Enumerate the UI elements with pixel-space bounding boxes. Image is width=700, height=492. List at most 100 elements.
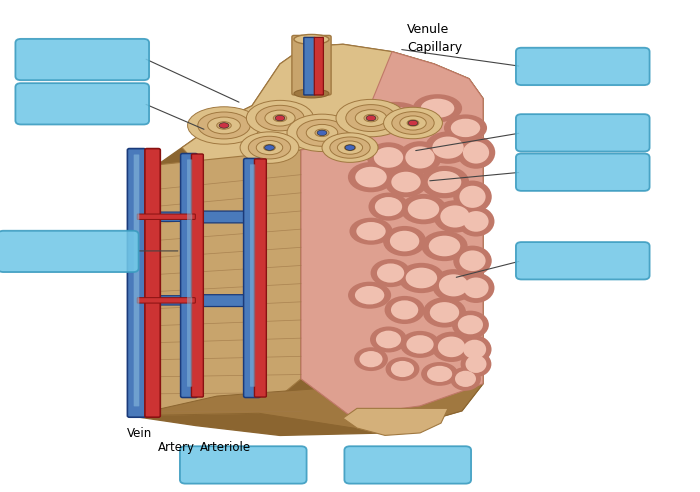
Ellipse shape (432, 269, 475, 302)
Ellipse shape (384, 296, 425, 324)
FancyBboxPatch shape (516, 48, 650, 85)
FancyBboxPatch shape (304, 37, 315, 95)
Ellipse shape (198, 112, 250, 139)
FancyBboxPatch shape (15, 39, 149, 80)
FancyBboxPatch shape (181, 154, 197, 398)
Ellipse shape (356, 222, 386, 241)
Ellipse shape (384, 107, 442, 139)
Text: Capillary: Capillary (407, 41, 463, 54)
FancyBboxPatch shape (516, 114, 650, 152)
Ellipse shape (364, 114, 378, 122)
Ellipse shape (370, 259, 411, 287)
Ellipse shape (346, 105, 396, 131)
Ellipse shape (355, 167, 386, 187)
Ellipse shape (348, 281, 391, 309)
Text: Arteriole: Arteriole (199, 441, 251, 454)
Ellipse shape (398, 141, 442, 174)
Ellipse shape (463, 277, 489, 298)
Ellipse shape (265, 110, 295, 126)
FancyBboxPatch shape (244, 158, 260, 398)
Ellipse shape (454, 181, 492, 213)
Ellipse shape (407, 199, 440, 219)
Ellipse shape (392, 112, 434, 134)
Ellipse shape (265, 145, 274, 151)
Ellipse shape (383, 226, 426, 256)
Ellipse shape (440, 205, 470, 227)
Ellipse shape (391, 300, 418, 320)
FancyBboxPatch shape (180, 446, 307, 484)
Ellipse shape (374, 147, 403, 168)
FancyBboxPatch shape (134, 154, 139, 406)
Ellipse shape (400, 331, 440, 358)
Ellipse shape (188, 107, 260, 144)
Ellipse shape (463, 211, 489, 232)
Ellipse shape (348, 162, 394, 192)
FancyBboxPatch shape (135, 296, 197, 305)
FancyBboxPatch shape (137, 298, 195, 303)
Ellipse shape (246, 100, 314, 136)
Ellipse shape (354, 347, 388, 371)
Ellipse shape (390, 231, 419, 251)
Ellipse shape (466, 355, 486, 373)
Ellipse shape (287, 114, 357, 152)
Ellipse shape (345, 145, 355, 151)
FancyBboxPatch shape (344, 446, 471, 484)
Ellipse shape (457, 136, 496, 169)
Ellipse shape (425, 131, 471, 164)
Ellipse shape (208, 117, 240, 134)
Ellipse shape (217, 122, 231, 129)
Ellipse shape (367, 142, 410, 173)
Ellipse shape (428, 236, 461, 256)
Ellipse shape (459, 185, 486, 208)
Ellipse shape (294, 34, 329, 44)
Polygon shape (130, 150, 301, 416)
FancyBboxPatch shape (516, 242, 650, 279)
Ellipse shape (317, 130, 327, 136)
FancyBboxPatch shape (181, 295, 260, 307)
Ellipse shape (450, 367, 481, 391)
FancyBboxPatch shape (516, 154, 650, 191)
Ellipse shape (375, 197, 402, 216)
Ellipse shape (366, 102, 425, 134)
Ellipse shape (405, 147, 435, 168)
Polygon shape (130, 44, 483, 435)
Ellipse shape (355, 286, 384, 305)
Ellipse shape (256, 105, 304, 131)
Polygon shape (182, 44, 483, 175)
Ellipse shape (413, 94, 462, 123)
Ellipse shape (454, 246, 492, 276)
Ellipse shape (463, 142, 489, 163)
Ellipse shape (400, 194, 447, 224)
Ellipse shape (444, 114, 487, 142)
Ellipse shape (452, 310, 489, 339)
Ellipse shape (377, 264, 405, 282)
Ellipse shape (322, 133, 378, 162)
Ellipse shape (420, 166, 469, 198)
Ellipse shape (458, 273, 494, 303)
Ellipse shape (438, 337, 465, 357)
Polygon shape (130, 384, 483, 433)
Ellipse shape (368, 192, 409, 221)
Ellipse shape (273, 115, 287, 122)
Ellipse shape (458, 206, 494, 237)
Ellipse shape (330, 137, 370, 158)
FancyBboxPatch shape (135, 212, 197, 221)
Ellipse shape (219, 123, 229, 128)
FancyBboxPatch shape (187, 159, 192, 387)
Ellipse shape (375, 107, 415, 129)
Ellipse shape (400, 116, 426, 130)
Ellipse shape (297, 120, 347, 146)
Ellipse shape (264, 145, 275, 151)
FancyBboxPatch shape (145, 149, 160, 417)
Ellipse shape (427, 366, 452, 382)
FancyBboxPatch shape (314, 37, 323, 95)
Text: Venule: Venule (407, 23, 449, 36)
Ellipse shape (384, 167, 428, 197)
Ellipse shape (433, 136, 463, 158)
Ellipse shape (294, 89, 329, 98)
Ellipse shape (366, 115, 376, 121)
Ellipse shape (439, 274, 468, 296)
Ellipse shape (349, 217, 393, 245)
Ellipse shape (455, 371, 476, 387)
Ellipse shape (360, 351, 382, 367)
